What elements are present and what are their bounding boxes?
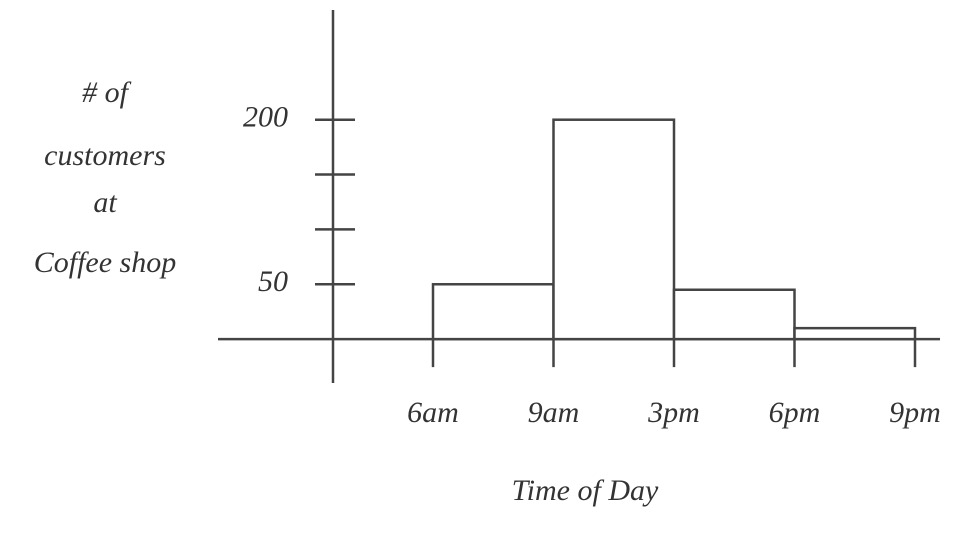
y-axis-label: Coffee shop bbox=[34, 246, 177, 279]
y-axis-label: customers bbox=[44, 139, 166, 172]
x-tick-label: 9pm bbox=[889, 396, 941, 429]
x-tick-label: 9am bbox=[528, 396, 580, 429]
y-axis-label: at bbox=[93, 186, 117, 219]
x-tick-label: 6pm bbox=[769, 396, 821, 429]
x-tick-label: 3pm bbox=[647, 396, 700, 429]
bar bbox=[431, 283, 555, 341]
bar bbox=[552, 118, 676, 341]
bar bbox=[672, 288, 796, 341]
y-tick-label: 50 bbox=[258, 265, 288, 298]
bar bbox=[793, 326, 917, 341]
y-axis-label: # of bbox=[82, 76, 132, 109]
x-axis-label: Time of Day bbox=[512, 474, 659, 507]
x-tick-label: 6am bbox=[407, 396, 459, 429]
y-tick-label: 200 bbox=[243, 101, 288, 134]
